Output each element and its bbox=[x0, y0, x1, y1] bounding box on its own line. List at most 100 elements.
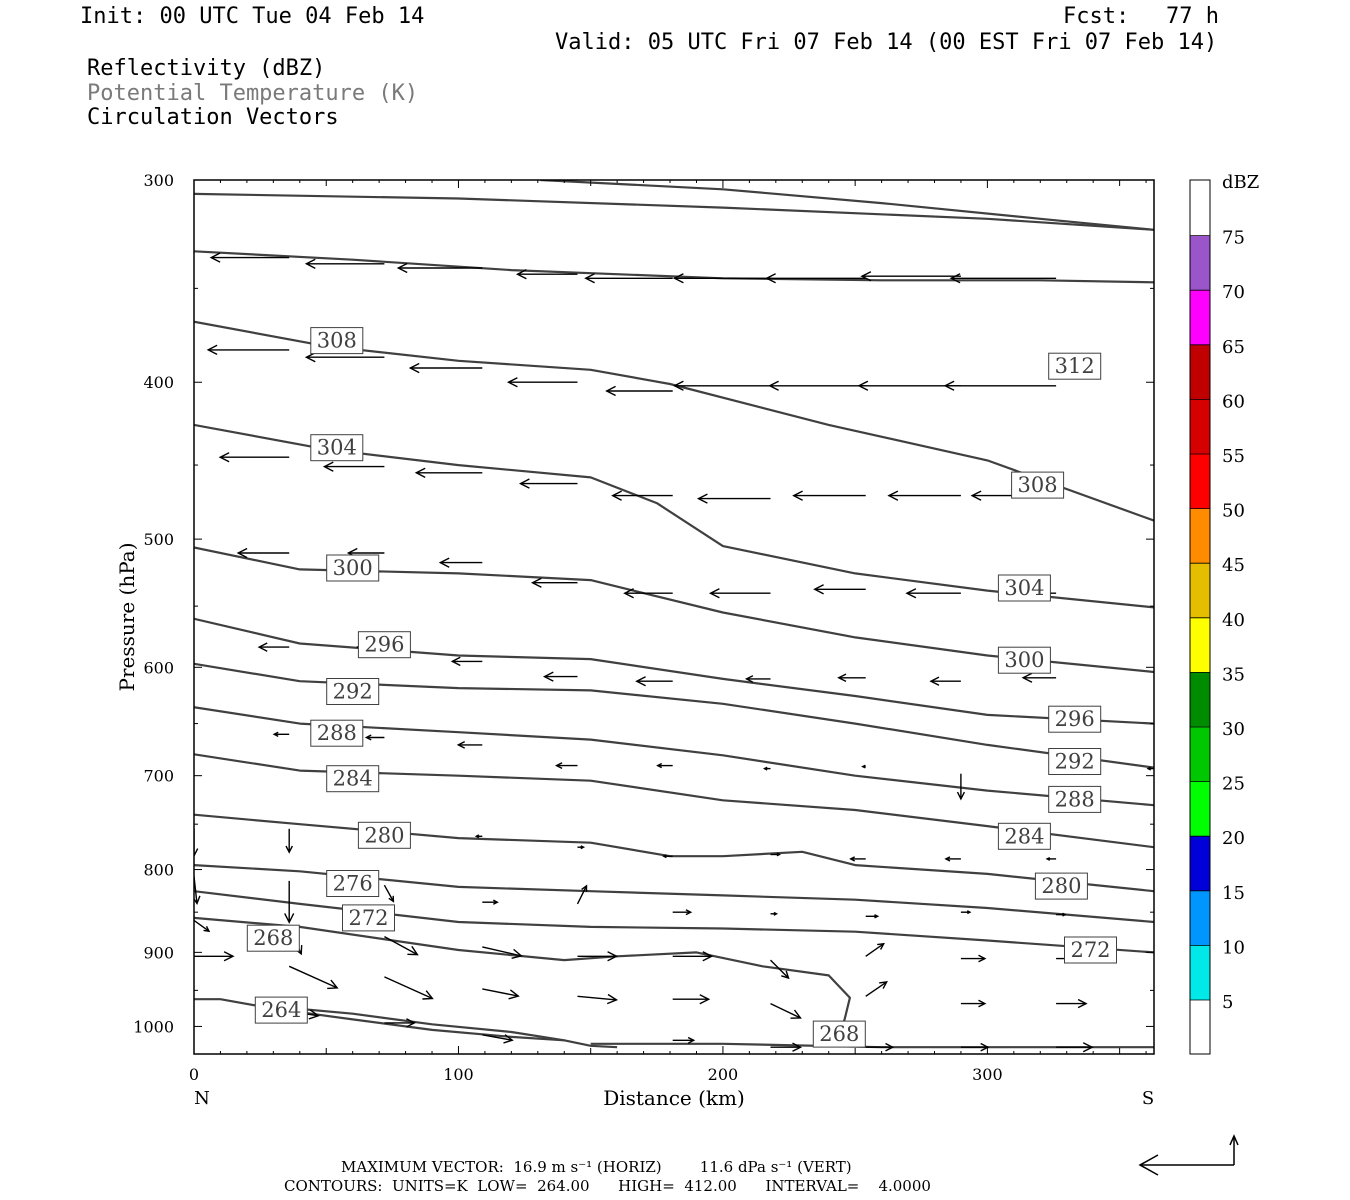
vector-shaft bbox=[384, 976, 433, 1000]
vector-head bbox=[223, 951, 235, 962]
vector-head bbox=[388, 895, 395, 903]
contour-label: 308 bbox=[317, 329, 357, 353]
vector-head bbox=[699, 994, 711, 1005]
contour-label-box: 272 bbox=[342, 904, 395, 932]
circulation-vector bbox=[656, 762, 673, 769]
vector-shaft bbox=[288, 965, 338, 989]
vector-head bbox=[518, 478, 530, 489]
circulation-vector bbox=[576, 884, 588, 905]
vector-head bbox=[708, 588, 720, 599]
contour-label-bg bbox=[326, 678, 380, 705]
contour-label-box: 268 bbox=[812, 1020, 866, 1048]
circulation-vector bbox=[860, 271, 961, 282]
contour-label-box: 300 bbox=[326, 554, 380, 582]
vector-shaft bbox=[865, 943, 885, 957]
circulation-vector bbox=[288, 965, 339, 990]
vector-head bbox=[857, 380, 869, 391]
circulation-vector bbox=[584, 273, 673, 284]
circulation-vector bbox=[408, 362, 483, 374]
vector-shaft bbox=[576, 885, 588, 905]
circulation-vector bbox=[1045, 856, 1057, 861]
circulation-vector bbox=[929, 676, 961, 686]
colorbar-label: 25 bbox=[1222, 774, 1245, 795]
colorbar-frame bbox=[1189, 179, 1211, 1055]
contour-label: 304 bbox=[1004, 576, 1044, 600]
circulation-vector bbox=[1021, 672, 1057, 683]
circulation-vector bbox=[194, 828, 199, 858]
circulation-vector bbox=[1056, 998, 1088, 1009]
contour-label-box: 276 bbox=[326, 870, 380, 897]
circulation-vector bbox=[456, 740, 483, 749]
contour-label: 300 bbox=[333, 556, 373, 580]
vector-head bbox=[905, 588, 917, 599]
vector-head bbox=[776, 852, 782, 857]
contour-label: 300 bbox=[1004, 648, 1044, 672]
vector-head bbox=[285, 845, 294, 854]
y-tick-label: 900 bbox=[143, 943, 174, 962]
forecast-label: Fcst: bbox=[1063, 4, 1130, 29]
contour-label-box: 288 bbox=[310, 719, 364, 747]
contour-label: 312 bbox=[1055, 354, 1095, 378]
contour-label-box: 308 bbox=[310, 327, 364, 355]
colorbar-label: 35 bbox=[1222, 664, 1245, 685]
vector-head bbox=[606, 993, 619, 1005]
vector-head bbox=[978, 999, 987, 1008]
circulation-vector bbox=[960, 1042, 990, 1052]
vector-head bbox=[407, 945, 419, 956]
contour-label: 264 bbox=[261, 998, 301, 1022]
circulation-vector bbox=[383, 884, 395, 903]
vector-head bbox=[790, 1009, 802, 1019]
colorbar-swatch bbox=[1190, 836, 1210, 891]
colorbar-swatch bbox=[1190, 945, 1210, 1000]
vector-head bbox=[885, 1042, 895, 1052]
contour-label-box: 284 bbox=[997, 822, 1051, 850]
vector-shaft bbox=[482, 1034, 513, 1041]
circulation-vector bbox=[623, 588, 673, 599]
vector-head bbox=[696, 493, 708, 504]
vector-head bbox=[1021, 672, 1033, 683]
vector-head bbox=[781, 970, 790, 980]
vector-head bbox=[284, 913, 295, 924]
circulation-vector bbox=[1146, 766, 1154, 771]
contour-label: 288 bbox=[1055, 787, 1095, 811]
vector-head bbox=[209, 252, 221, 263]
vector-head bbox=[956, 791, 966, 801]
contour-label: 292 bbox=[1055, 750, 1095, 774]
vector-head bbox=[304, 258, 316, 270]
vector-head bbox=[792, 490, 803, 501]
circulation-vector bbox=[285, 828, 294, 854]
colorbar-swatch bbox=[1190, 290, 1210, 345]
vector-head bbox=[272, 731, 279, 738]
circulation-vector bbox=[322, 461, 385, 472]
circulation-vector bbox=[762, 766, 771, 771]
circulation-vector bbox=[672, 909, 693, 916]
circulation-vector bbox=[960, 910, 972, 915]
circulation-vector bbox=[949, 273, 1057, 284]
circulation-vector bbox=[744, 675, 771, 683]
contour-label-box: 264 bbox=[254, 996, 308, 1024]
circulation-vector bbox=[865, 981, 888, 997]
vector-shaft bbox=[865, 981, 888, 997]
circulation-vector bbox=[672, 380, 771, 391]
circulation-vector bbox=[364, 734, 385, 741]
circulation-vector bbox=[206, 344, 290, 356]
vector-head bbox=[1045, 856, 1051, 861]
vector-head bbox=[813, 584, 824, 595]
vector-head bbox=[860, 271, 872, 282]
colorbar-label: 70 bbox=[1222, 282, 1245, 303]
contour-label: 292 bbox=[333, 680, 373, 704]
vector-head bbox=[762, 766, 768, 771]
contour-label-box: 304 bbox=[997, 574, 1051, 602]
max-vector-info: MAXIMUM VECTOR: 16.9 m s⁻¹ (HORIZ) 11.6 … bbox=[341, 1158, 852, 1176]
circulation-vector bbox=[662, 854, 673, 859]
colorbar-swatch bbox=[1190, 399, 1210, 454]
colorbar-swatch bbox=[1190, 563, 1210, 618]
vector-head bbox=[687, 1036, 696, 1044]
vector-head bbox=[887, 490, 899, 501]
colorbar-label: 20 bbox=[1222, 828, 1245, 849]
contour-label-bg bbox=[1034, 872, 1088, 900]
vector-head bbox=[408, 362, 420, 374]
vector-head bbox=[702, 951, 714, 962]
contour-label-bg bbox=[1048, 785, 1102, 813]
vector-head bbox=[765, 273, 776, 284]
